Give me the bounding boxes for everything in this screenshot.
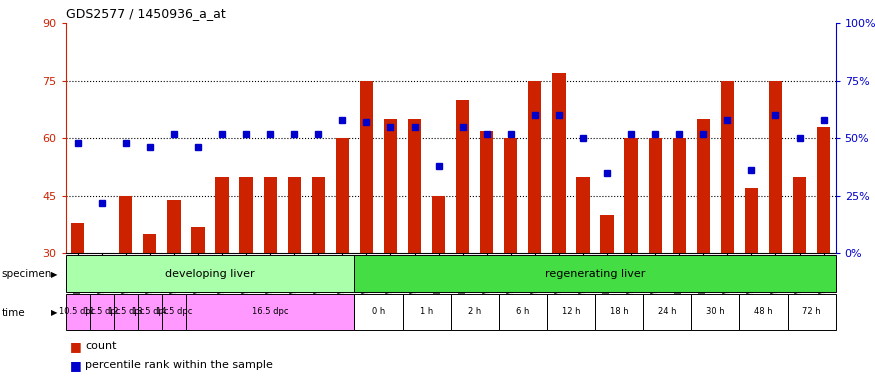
Bar (528, 81, 542, 253)
Bar (186, 294, 354, 330)
Bar (144, 234, 157, 253)
Bar (552, 73, 565, 253)
Bar (721, 81, 734, 253)
Bar (119, 196, 132, 253)
Text: 13.5 dpc: 13.5 dpc (131, 308, 168, 316)
Bar (788, 294, 836, 330)
Bar (336, 138, 349, 253)
Text: 30 h: 30 h (706, 308, 724, 316)
Bar (547, 294, 595, 330)
Bar (499, 294, 547, 330)
Bar (793, 177, 806, 253)
Text: 6 h: 6 h (516, 308, 529, 316)
Bar (192, 227, 205, 253)
Bar (138, 294, 162, 330)
Text: 18 h: 18 h (610, 308, 628, 316)
Bar (240, 177, 253, 253)
Text: count: count (85, 341, 116, 351)
Text: 16.5 dpc: 16.5 dpc (252, 308, 289, 316)
Bar (595, 294, 643, 330)
Text: ■: ■ (70, 359, 81, 372)
Bar (625, 138, 638, 253)
Bar (648, 138, 662, 253)
Bar (167, 200, 180, 253)
Bar (451, 294, 499, 330)
Text: 1 h: 1 h (420, 308, 433, 316)
Text: specimen: specimen (2, 269, 52, 279)
Text: 12 h: 12 h (562, 308, 580, 316)
Text: 72 h: 72 h (802, 308, 821, 316)
Text: 10.5 dpc: 10.5 dpc (60, 308, 96, 316)
Text: 11.5 dpc: 11.5 dpc (83, 308, 120, 316)
Bar (66, 294, 90, 330)
Bar (384, 119, 397, 253)
Bar (745, 188, 758, 253)
Bar (215, 177, 228, 253)
Bar (456, 100, 469, 253)
Bar (673, 138, 686, 253)
Bar (360, 81, 373, 253)
Bar (354, 255, 836, 292)
Bar (312, 177, 325, 253)
Text: time: time (2, 308, 25, 318)
Text: 14.5 dpc: 14.5 dpc (156, 308, 192, 316)
Bar (432, 196, 445, 253)
Text: developing liver: developing liver (165, 268, 255, 279)
Text: GDS2577 / 1450936_a_at: GDS2577 / 1450936_a_at (66, 7, 226, 20)
Text: ▶: ▶ (51, 308, 57, 317)
Text: 0 h: 0 h (372, 308, 385, 316)
Bar (600, 215, 613, 253)
Bar (691, 294, 739, 330)
Text: 48 h: 48 h (754, 308, 773, 316)
Bar (402, 294, 451, 330)
Bar (504, 138, 517, 253)
Bar (739, 294, 788, 330)
Text: regenerating liver: regenerating liver (545, 268, 645, 279)
Text: percentile rank within the sample: percentile rank within the sample (85, 360, 273, 370)
Bar (288, 177, 301, 253)
Text: 24 h: 24 h (658, 308, 676, 316)
Bar (817, 127, 830, 253)
Text: 2 h: 2 h (468, 308, 481, 316)
Bar (71, 223, 84, 253)
Bar (114, 294, 138, 330)
Text: 12.5 dpc: 12.5 dpc (108, 308, 144, 316)
Bar (408, 119, 421, 253)
Bar (263, 177, 276, 253)
Bar (577, 177, 590, 253)
Bar (769, 81, 782, 253)
Bar (90, 294, 114, 330)
Text: ■: ■ (70, 340, 81, 353)
Text: ▶: ▶ (51, 270, 57, 279)
Bar (643, 294, 691, 330)
Bar (162, 294, 186, 330)
Bar (354, 294, 402, 330)
Bar (480, 131, 494, 253)
Bar (696, 119, 710, 253)
Bar (66, 255, 354, 292)
